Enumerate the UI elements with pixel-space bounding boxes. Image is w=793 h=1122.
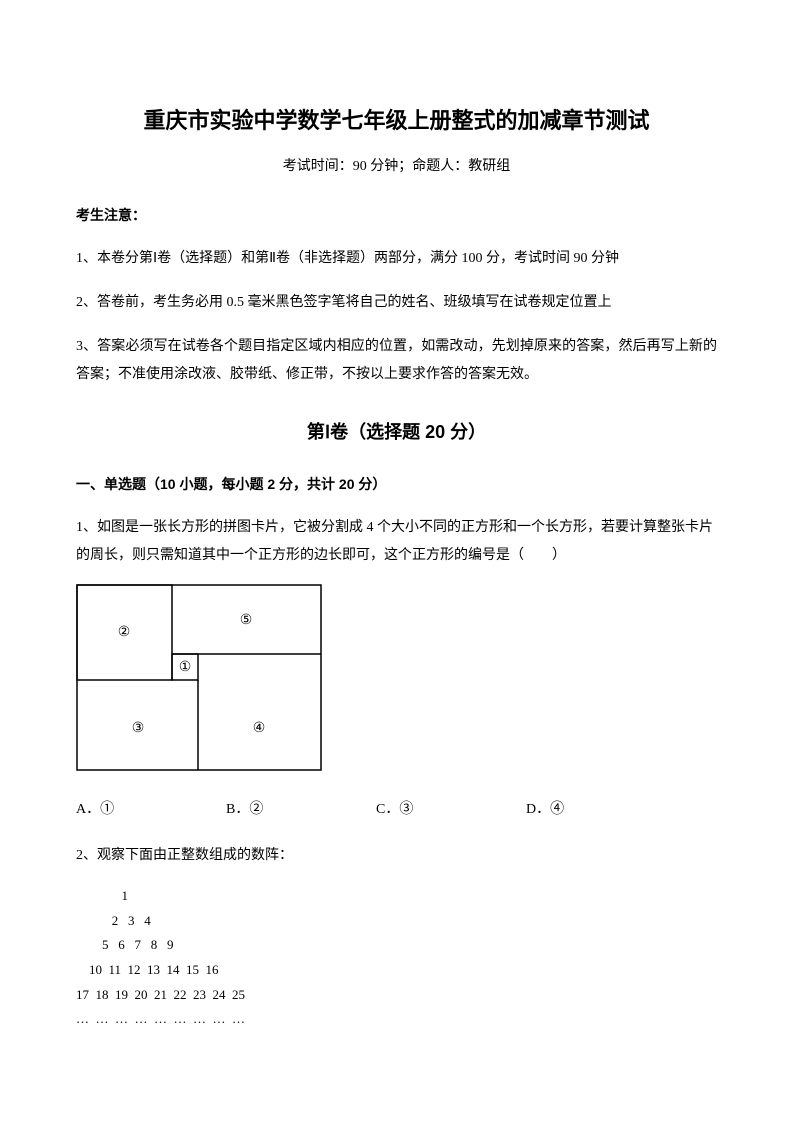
question-2-text: 2、观察下面由正整数组成的数阵： bbox=[76, 842, 717, 870]
triangle-row-0: 1 bbox=[76, 884, 717, 909]
number-triangle: 1 2 3 4 5 6 7 8 9 10 11 12 13 14 15 16 1… bbox=[76, 884, 717, 1032]
q1-option-a: A．① bbox=[76, 797, 226, 824]
q1-option-b: B．② bbox=[226, 797, 376, 824]
diagram-label-5: ⑤ bbox=[240, 613, 253, 628]
section-1-title: 第Ⅰ卷（选择题 20 分） bbox=[76, 415, 717, 449]
notice-1: 1、本卷分第Ⅰ卷（选择题）和第Ⅱ卷（非选择题）两部分，满分 100 分，考试时间… bbox=[76, 245, 717, 273]
question-1-text: 1、如图是一张长方形的拼图卡片，它被分割成 4 个大小不同的正方形和一个长方形，… bbox=[76, 514, 717, 570]
diagram-label-3: ③ bbox=[132, 721, 145, 736]
diagram-label-4: ④ bbox=[253, 721, 266, 736]
triangle-row-5: … … … … … … … … … bbox=[76, 1007, 717, 1032]
triangle-row-2: 5 6 7 8 9 bbox=[76, 933, 717, 958]
q1-options: A．① B．② C．③ D．④ bbox=[76, 797, 717, 824]
q1-diagram: ② ⑤ ① ③ ④ bbox=[76, 584, 717, 782]
diagram-label-2: ② bbox=[118, 625, 131, 640]
triangle-row-4: 17 18 19 20 21 22 23 24 25 bbox=[76, 983, 717, 1008]
subsection-1: 一、单选题（10 小题，每小题 2 分，共计 20 分） bbox=[76, 471, 717, 498]
page-subtitle: 考试时间：90 分钟；命题人：教研组 bbox=[76, 154, 717, 181]
notice-3: 3、答案必须写在试卷各个题目指定区域内相应的位置，如需改动，先划掉原来的答案，然… bbox=[76, 333, 717, 389]
notice-2: 2、答卷前，考生务必用 0.5 毫米黑色签字笔将自己的姓名、班级填写在试卷规定位… bbox=[76, 289, 717, 317]
triangle-row-1: 2 3 4 bbox=[76, 909, 717, 934]
notice-header: 考生注意： bbox=[76, 202, 717, 229]
page-title: 重庆市实验中学数学七年级上册整式的加减章节测试 bbox=[76, 100, 717, 142]
q1-option-d: D．④ bbox=[526, 797, 676, 824]
diagram-label-1: ① bbox=[179, 660, 192, 675]
q1-option-c: C．③ bbox=[376, 797, 526, 824]
triangle-row-3: 10 11 12 13 14 15 16 bbox=[76, 958, 717, 983]
